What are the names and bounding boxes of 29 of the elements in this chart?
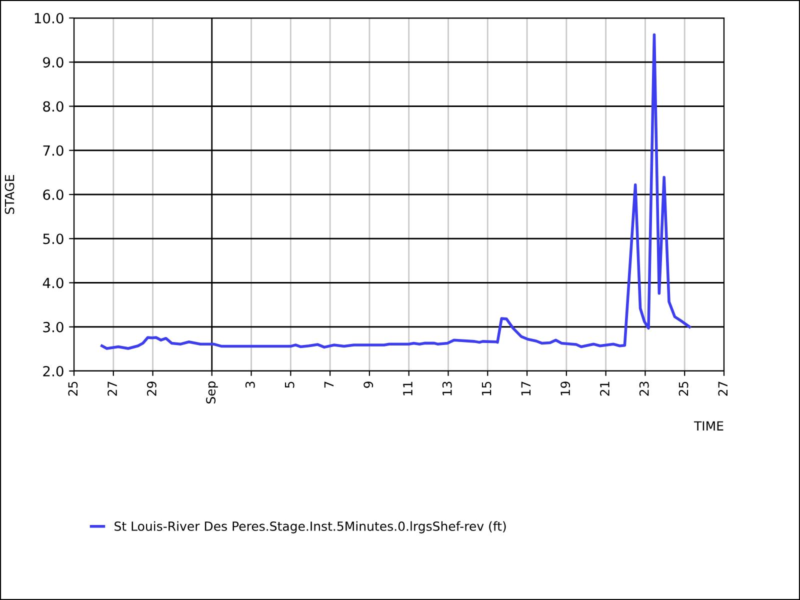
- legend-label: St Louis-River Des Peres.Stage.Inst.5Minutes.0.lrgsShef-rev (ft): [114, 521, 506, 534]
- x-tick-label: 17: [521, 382, 530, 396]
- y-tick-label: 9.0: [43, 57, 64, 68]
- x-tick-label: 11: [403, 382, 412, 396]
- x-tick-label: 29: [146, 382, 156, 396]
- x-tick-label: 13: [442, 382, 452, 396]
- x-tick-label: 15: [482, 382, 492, 396]
- x-tick-label: 21: [600, 382, 610, 396]
- y-tick-label: 5.0: [43, 234, 64, 244]
- y-tick-label: 8.0: [43, 101, 64, 112]
- y-tick-label: 7.0: [43, 145, 64, 156]
- x-tick-label: 19: [560, 382, 570, 396]
- x-tick-label: 23: [639, 382, 649, 396]
- y-tick-label: 4.0: [42, 278, 64, 288]
- x-tick-label: 7: [324, 382, 334, 388]
- y-tick-label: 10.0: [34, 12, 64, 24]
- x-axis-title: TIME: [694, 421, 724, 430]
- x-tick-label: 3: [245, 382, 255, 388]
- x-tick-label: 9: [364, 382, 374, 388]
- x-tick-label: 27: [108, 382, 117, 396]
- x-tick-label: 5: [285, 382, 294, 388]
- y-axis-title: STAGE: [4, 175, 14, 214]
- x-tick-label: 25: [678, 382, 688, 396]
- y-tick-label: 6.0: [43, 189, 64, 200]
- y-tick-label: 2.0: [43, 366, 64, 376]
- y-tick-label: 3.0: [43, 322, 64, 332]
- x-tick-label: 27: [718, 382, 728, 396]
- x-tick-label: Sep: [206, 381, 218, 404]
- x-tick-label: 25: [68, 382, 78, 396]
